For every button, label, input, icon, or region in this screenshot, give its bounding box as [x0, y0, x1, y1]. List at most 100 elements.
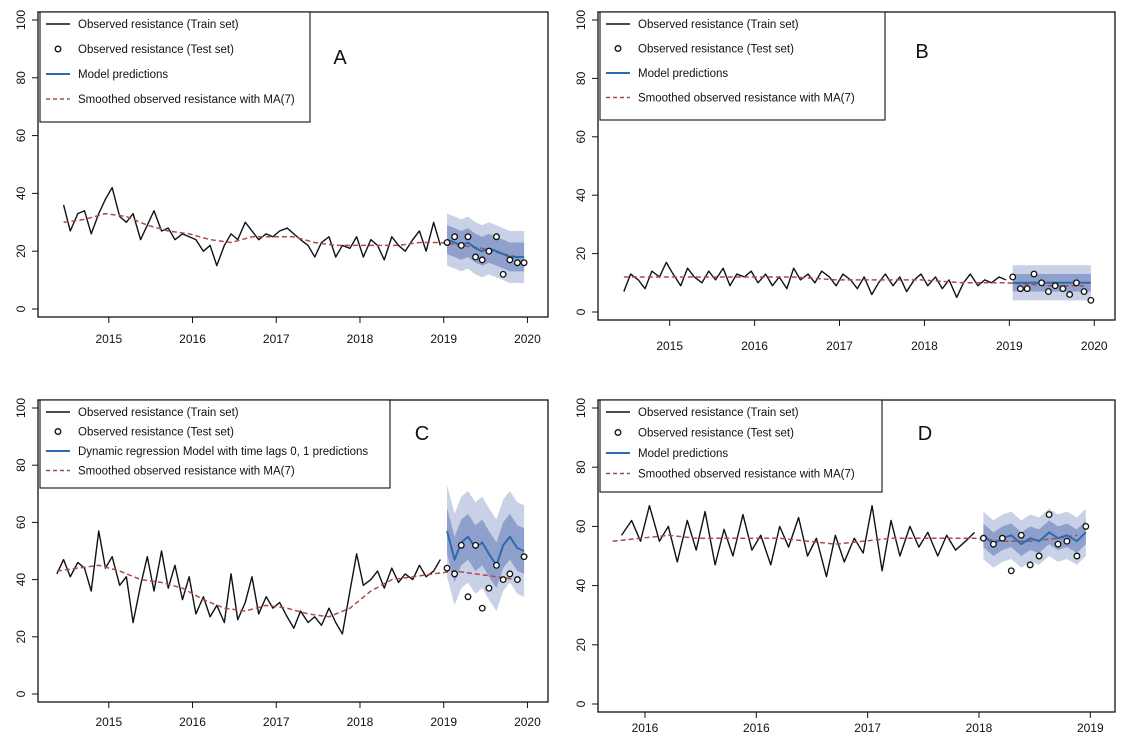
panel-b-smoothed-line	[623, 276, 1085, 287]
panel-a-test-point	[506, 256, 514, 264]
panel-b-test-point	[1059, 285, 1067, 293]
panel-b-letter: B	[915, 41, 928, 63]
panel-b-legend-label: Observed resistance (Test set)	[638, 44, 794, 56]
panel-d-test-point	[998, 534, 1006, 542]
panel-b-test-point	[1066, 291, 1074, 298]
panel-a-ytick-label: 20	[14, 244, 28, 258]
panel-d-test-point	[1045, 511, 1053, 519]
panel-a-test-point	[472, 253, 479, 261]
panel-d-smoothed-line	[612, 534, 1078, 545]
panel-b-test-point	[1080, 288, 1088, 296]
panel-b: 0 20 40 60 80 100 2015 2016 2017 2018 2019 2020 Obse…	[574, 10, 1116, 353]
panel-d-xtick-label: 2016	[743, 721, 770, 735]
panel-b-test-point	[1038, 279, 1046, 287]
panel-d-xtick-label: 2019	[1077, 721, 1104, 735]
panel-d-ytick-label: 20	[574, 638, 588, 652]
panel-a-legend-label: Smoothed observed resistance with MA(7)	[78, 94, 295, 106]
panel-c-legend-label: Observed resistance (Test set)	[78, 427, 234, 439]
panel-d-test-point	[1063, 537, 1071, 545]
panel-d-test-point	[1035, 552, 1043, 560]
panel-c-ytick-label: 40	[14, 573, 28, 587]
panel-a-test-point	[457, 241, 465, 249]
panel-c-test-point	[472, 541, 479, 549]
panel-c-letter: C	[415, 423, 429, 445]
panel-c-legend-label: Observed resistance (Train set)	[78, 407, 239, 419]
panel-c-train-line	[56, 530, 441, 635]
panel-d-legend-label: Observed resistance (Train set)	[638, 407, 799, 419]
panel-d-xtick-label: 2016	[632, 721, 659, 735]
panel-b-legend-key-test	[614, 45, 622, 52]
panel-b-test-point	[1051, 282, 1059, 290]
panel-a-legend-label: Observed resistance (Train set)	[78, 19, 239, 31]
panel-d-test-point	[1054, 540, 1062, 548]
panel-c-test-point	[443, 564, 451, 572]
panel-b-test-point	[1009, 273, 1017, 281]
panel-d: 020406080100201620162017201820192020Obse…	[574, 398, 1116, 735]
panel-c-test-point	[478, 604, 486, 612]
panel-b-test-point	[1044, 288, 1052, 296]
panel-d-test-point	[989, 540, 997, 548]
panel-a-test-point	[464, 233, 472, 241]
panel-b-xtick-label: 2016	[741, 339, 768, 353]
panel-b-test-point	[1030, 270, 1038, 278]
panel-d-test-point	[1007, 567, 1015, 575]
panel-c-legend	[39, 399, 391, 489]
panel-d-ytick-label: 60	[574, 519, 588, 533]
panel-a-ytick-label: 0	[14, 305, 28, 312]
panel-c-test-point	[506, 570, 514, 578]
panel-a-test-point	[478, 256, 486, 264]
panel-d-legend-label: Observed resistance (Test set)	[638, 428, 794, 440]
panel-a-test-point	[520, 259, 528, 267]
panel-d-test-point	[1082, 522, 1090, 530]
panel-b-legend	[599, 11, 886, 121]
panel-b-ytick-label: 40	[574, 188, 588, 202]
panel-c-legend-label: Dynamic regression Model with time lags …	[78, 446, 368, 458]
panel-a-xtick-label: 2016	[179, 332, 206, 346]
panel-c-xtick-label: 2020	[514, 715, 541, 729]
panel-a-legend	[39, 11, 311, 123]
panel-b-xtick-label: 2015	[656, 339, 683, 353]
panel-c-test-point	[493, 561, 500, 569]
panel-a-ytick-label: 100	[14, 10, 28, 30]
panel-a-xtick-label: 2018	[347, 332, 374, 346]
panel-d-ytick-label: 80	[574, 460, 588, 474]
panel-d-test-point	[1017, 531, 1025, 539]
panel-d-test-point	[1026, 561, 1034, 569]
panel-d-test-point	[1073, 552, 1081, 560]
panel-d-legend-key-test	[614, 429, 622, 436]
panel-c-ytick-label: 20	[14, 630, 28, 644]
panel-a-test-point	[493, 233, 500, 241]
panel-a-legend-key-test	[54, 45, 62, 53]
panel-a: 0 20 40 60 80 100 2015 2016 2017 2018 2019 2020 Obse…	[14, 10, 549, 346]
panel-a-test-point	[443, 239, 451, 246]
panel-d-train-line	[621, 504, 976, 578]
panel-a-xtick-label: 2017	[263, 332, 290, 346]
panel-a-letter: A	[333, 47, 347, 69]
panel-a-ytick-label: 60	[14, 129, 28, 143]
panel-c-xtick-label: 2018	[347, 715, 374, 729]
panel-b-xtick-label: 2019	[996, 339, 1023, 353]
panel-a-xtick-label: 2020	[514, 332, 541, 346]
panel-d-ytick-label: 100	[574, 398, 588, 418]
panel-c: 0 20 40 60 80 100 2015 2016 2017 2018 2019 2020 Obse…	[14, 398, 549, 729]
panel-c-test-point	[513, 576, 521, 584]
panel-d-letter: D	[918, 423, 932, 445]
panel-a-legend-label: Observed resistance (Test set)	[78, 44, 234, 56]
panel-d-legend-label: Model predictions	[638, 448, 728, 460]
panel-a-smoothed-line	[63, 212, 518, 258]
panel-a-test-point	[513, 259, 521, 267]
panel-b-xtick-label: 2017	[826, 339, 853, 353]
panel-b-test-point	[1016, 285, 1024, 293]
panel-b-legend-label: Model predictions	[638, 68, 728, 80]
panel-c-ytick-label: 80	[14, 458, 28, 472]
panel-a-ytick-label: 40	[14, 186, 28, 200]
panel-d-legend	[599, 399, 883, 493]
panel-b-legend-label: Smoothed observed resistance with MA(7)	[638, 93, 855, 105]
panel-a-ytick-label: 80	[14, 71, 28, 85]
panel-a-legend-label: Model predictions	[78, 69, 168, 81]
panel-c-test-point	[520, 553, 528, 561]
panel-d-legend-label: Smoothed observed resistance with MA(7)	[638, 469, 855, 481]
panel-b-ytick-label: 100	[574, 10, 588, 30]
panel-a-xtick-label: 2019	[430, 332, 457, 346]
panel-c-legend-key-test	[54, 428, 62, 435]
